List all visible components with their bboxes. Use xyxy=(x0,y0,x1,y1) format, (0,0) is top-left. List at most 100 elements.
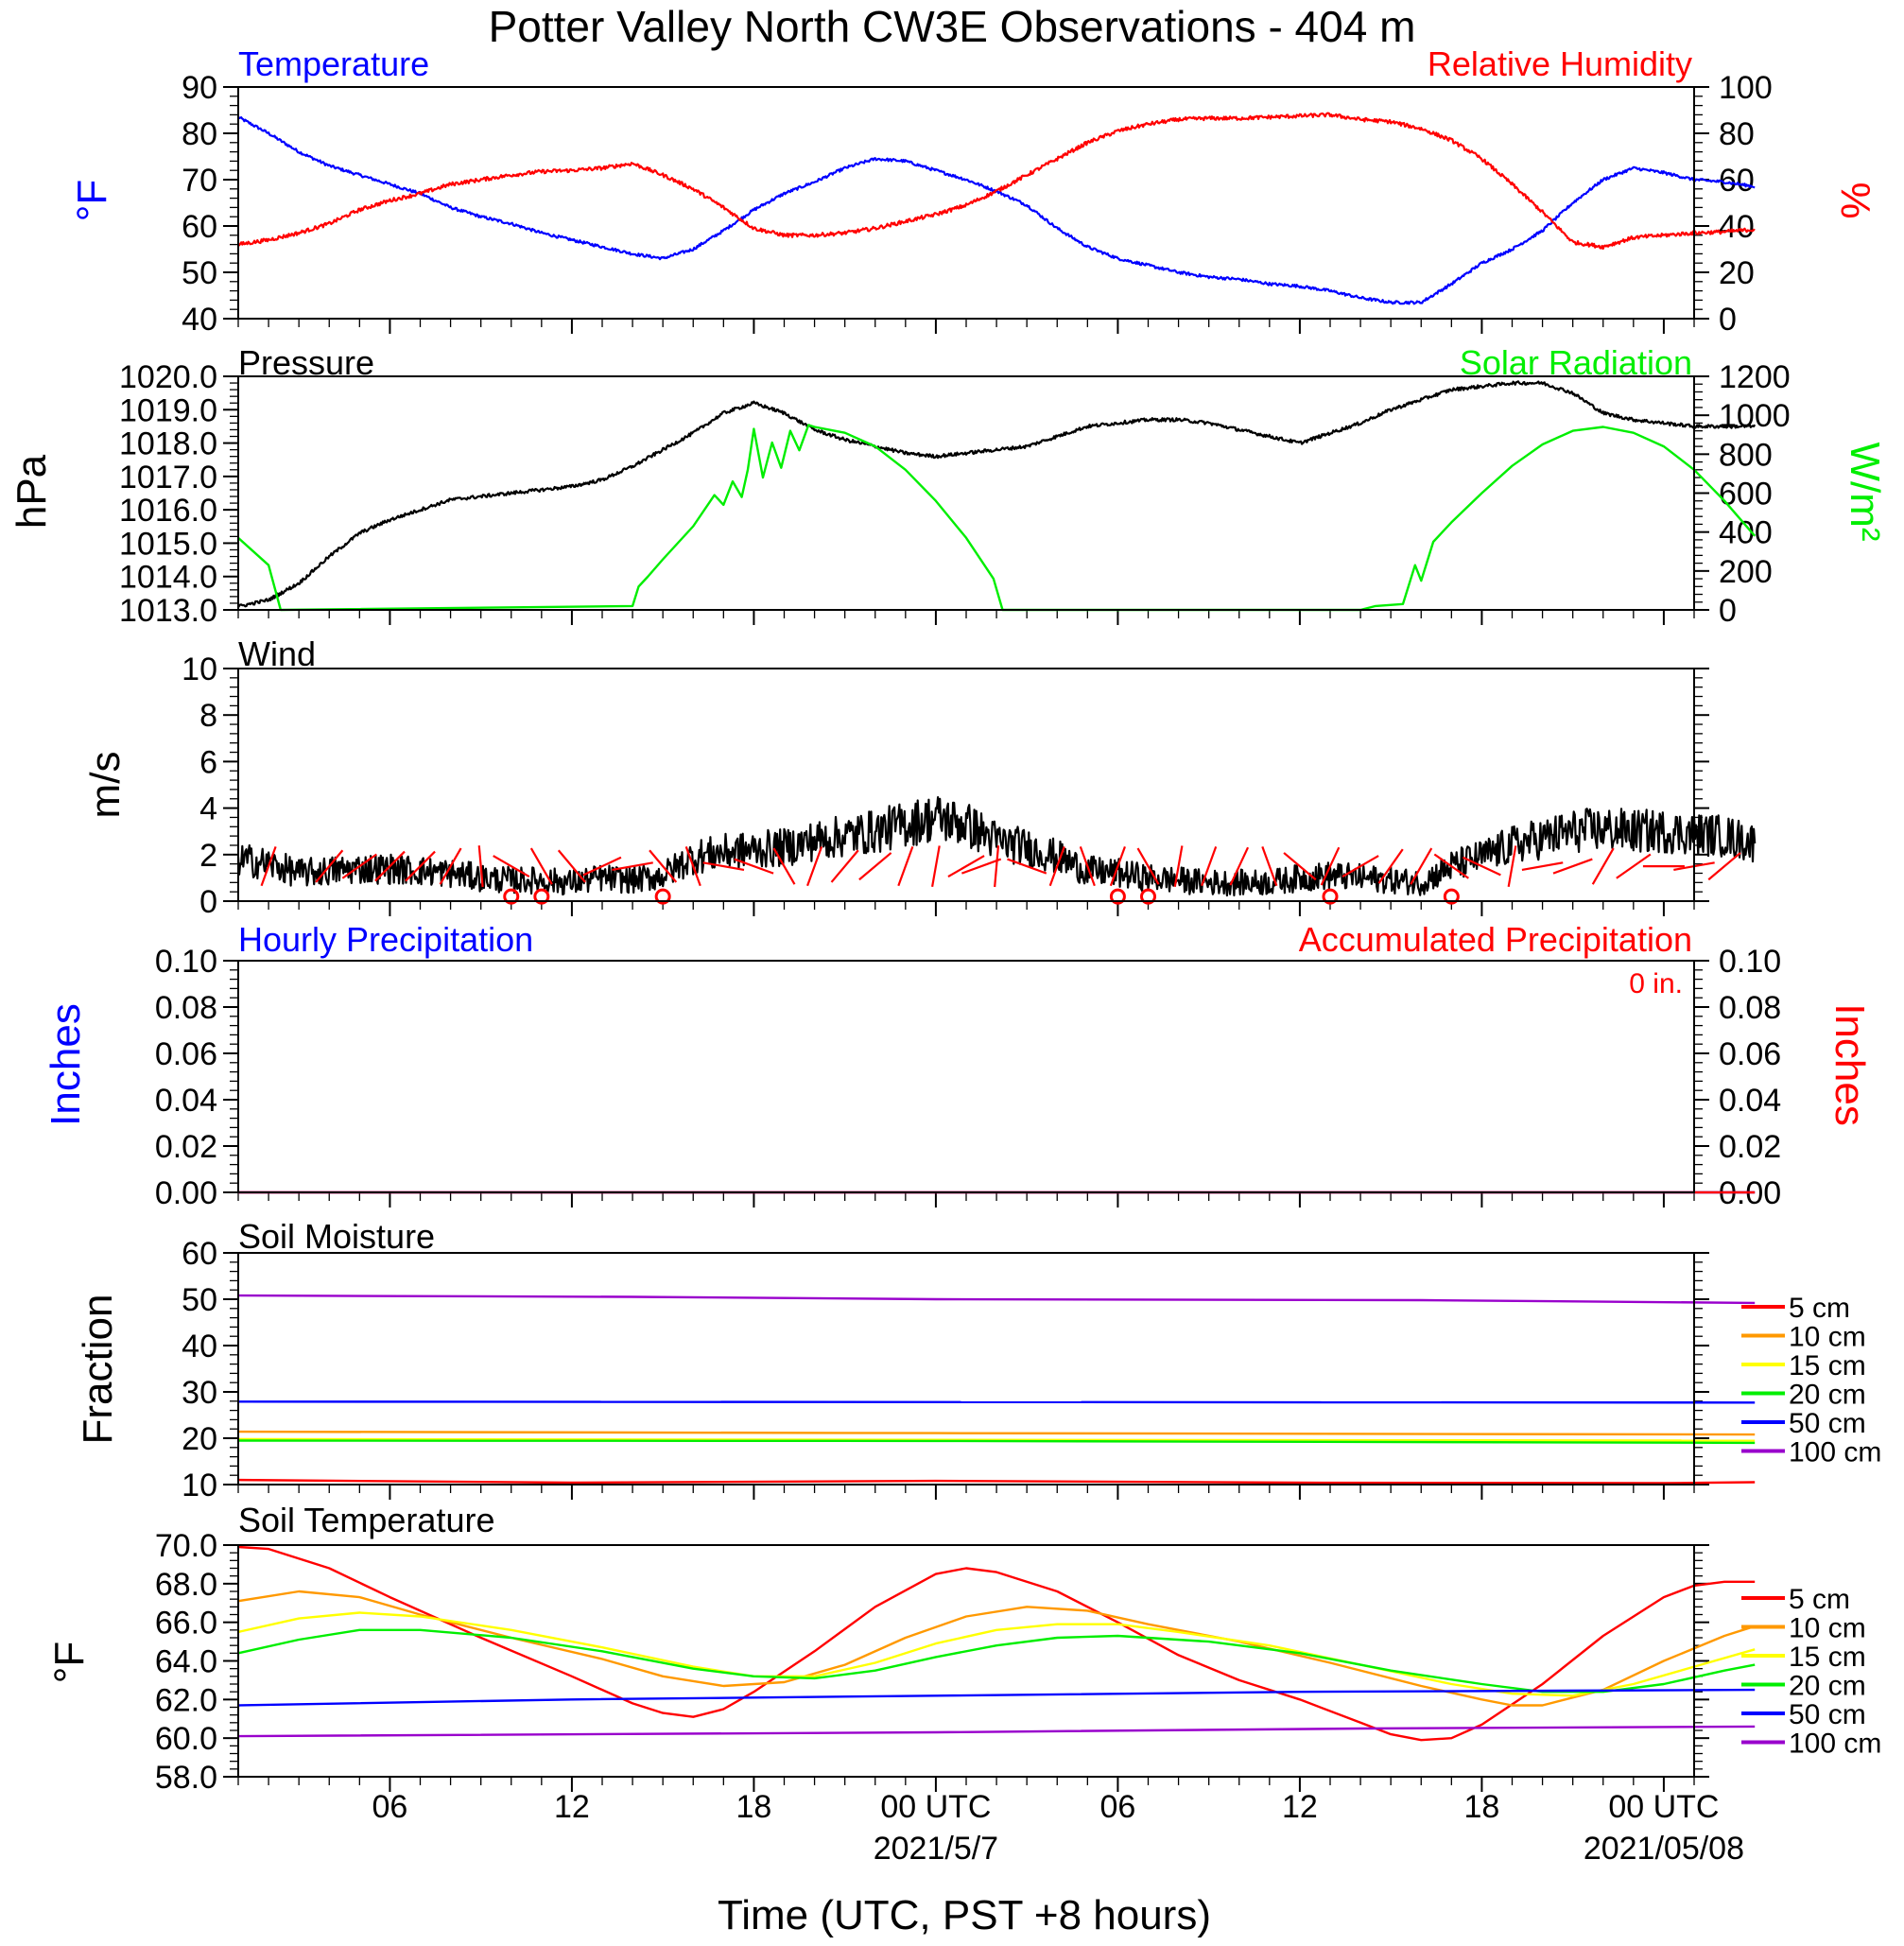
solar-axis-label: W/m² xyxy=(1842,442,1888,541)
wind-barb xyxy=(897,846,914,887)
left-tick-label: 0.08 xyxy=(155,990,217,1026)
wind-barb xyxy=(1552,858,1593,875)
wind-barb xyxy=(1048,846,1065,887)
wind-barb xyxy=(493,855,530,878)
left-tick-label: 1019.0 xyxy=(119,392,217,428)
wind-barb xyxy=(477,845,484,888)
series-line xyxy=(237,424,1757,612)
left-tick-label: 58.0 xyxy=(155,1760,217,1796)
left-tick-label: 0 xyxy=(199,884,217,920)
hourly-precip-axis-label: Inches xyxy=(43,1003,89,1126)
wind-barb xyxy=(734,858,774,875)
left-tick-label: 62.0 xyxy=(155,1682,217,1718)
right-tick-label: 40 xyxy=(1719,209,1755,245)
wind-barb xyxy=(1377,848,1404,884)
left-tick-label: 0.04 xyxy=(155,1083,217,1119)
panel-soil-moisture: Soil Moisture Fraction 10 20 30 40 50 60 5 cm… xyxy=(75,1217,1881,1503)
left-tick-label: 50 xyxy=(182,255,217,291)
panel-4-grid: 0.000.020.040.060.080.100.000.020.040.06… xyxy=(155,944,1781,1211)
x-axis-title: Time (UTC, PST +8 hours) xyxy=(718,1892,1211,1938)
panel-soil-temperature: Soil Temperature °F 58.060.062.064.066.0… xyxy=(46,1501,1881,1796)
panel-1-plot xyxy=(237,112,1756,305)
wind-barb xyxy=(582,856,622,877)
humidity-axis-label: % xyxy=(1832,182,1878,218)
figure-title: Potter Valley North CW3E Observations - … xyxy=(489,2,1416,51)
accumulated-precip-title: Accumulated Precipitation xyxy=(1299,920,1692,959)
wind-barb xyxy=(1616,853,1652,879)
panel-3-frame xyxy=(237,668,1695,902)
left-tick-label: 60 xyxy=(182,209,217,245)
soil-moisture-title: Soil Moisture xyxy=(238,1217,435,1256)
wind-barb xyxy=(260,846,277,887)
right-tick-label: 1000 xyxy=(1719,398,1791,434)
temperature-title: Temperature xyxy=(238,44,429,83)
humidity-title: Relative Humidity xyxy=(1428,44,1692,83)
time-tick-label: 00 UTC xyxy=(1608,1789,1719,1825)
legend-label: 20 cm xyxy=(1789,1380,1866,1411)
calm-marker xyxy=(1322,888,1339,905)
wind-barb xyxy=(315,849,344,883)
left-tick-label: 6 xyxy=(199,744,217,780)
panel-3-grid: 0 2 4 6 8 10 xyxy=(182,652,1709,920)
left-tick-label: 20 xyxy=(182,1421,217,1457)
panel-5-frame xyxy=(237,1252,1695,1486)
wind-barb xyxy=(557,849,586,883)
right-tick-label: 200 xyxy=(1719,554,1773,590)
left-tick-label: 70 xyxy=(182,163,217,199)
wind-barb xyxy=(1463,856,1501,877)
time-tick-label: 06 xyxy=(1100,1789,1136,1825)
left-tick-label: 4 xyxy=(199,791,217,827)
left-tick-label: 30 xyxy=(182,1375,217,1411)
series-line xyxy=(237,1688,1756,1707)
right-tick-label: 0.08 xyxy=(1719,990,1781,1026)
panel-precipitation: Hourly Precipitation Accumulated Precipi… xyxy=(43,920,1873,1211)
series-line xyxy=(237,112,1756,251)
hourly-precip-title: Hourly Precipitation xyxy=(238,920,533,959)
series-line xyxy=(237,380,1757,608)
time-tick-label: 06 xyxy=(372,1789,408,1825)
wind-axis-label: m/s xyxy=(82,752,129,819)
right-tick-label: 400 xyxy=(1719,515,1773,551)
left-tick-label: 70.0 xyxy=(155,1528,217,1564)
time-tick-label: 18 xyxy=(736,1789,772,1825)
accumulated-precip-total: 0 in. xyxy=(1629,968,1683,999)
legend-label: 10 cm xyxy=(1789,1322,1866,1353)
panel-2-grid: 1013.01014.01015.01016.01017.01018.01019… xyxy=(119,359,1791,629)
x-axis-labels: 06 12 18 00 UTC 2021/5/7 06 12 18 00 UTC 2021/05/… xyxy=(372,1789,1744,1867)
time-tick-label: 18 xyxy=(1464,1789,1500,1825)
wind-barb xyxy=(830,849,859,883)
pressure-axis-label: hPa xyxy=(9,454,55,529)
left-tick-label: 1015.0 xyxy=(119,526,217,562)
wind-barb xyxy=(649,849,678,883)
wind-title: Wind xyxy=(238,634,316,673)
wind-barb xyxy=(612,861,653,872)
wind-barb xyxy=(439,847,462,885)
left-tick-label: 60 xyxy=(182,1236,217,1272)
left-tick-label: 0.02 xyxy=(155,1129,217,1165)
soil-temperature-title: Soil Temperature xyxy=(238,1501,494,1539)
series-line xyxy=(237,1437,1756,1442)
left-tick-label: 1016.0 xyxy=(119,493,217,529)
left-tick-label: 10 xyxy=(182,652,217,687)
time-tick-label: 12 xyxy=(554,1789,590,1825)
left-tick-label: 50 xyxy=(182,1282,217,1318)
series-line xyxy=(237,1430,1756,1436)
wind-barb xyxy=(858,852,892,881)
wind-barb xyxy=(1341,855,1379,878)
calm-marker xyxy=(1109,888,1126,905)
panel-temperature-humidity: Temperature Relative Humidity °F % 40 50 6… xyxy=(69,44,1878,338)
panel-wind: Wind m/s 0 2 4 6 8 10 xyxy=(82,634,1757,920)
left-tick-label: 0.06 xyxy=(155,1036,217,1072)
date-label: 2021/05/08 xyxy=(1584,1831,1744,1867)
time-tick-label: 12 xyxy=(1282,1789,1318,1825)
series-line xyxy=(237,1628,1756,1694)
wind-barb xyxy=(1507,845,1517,887)
wind-barb xyxy=(1261,846,1278,887)
legend-label: 100 cm xyxy=(1789,1437,1881,1468)
calm-marker xyxy=(503,888,520,905)
wind-barb xyxy=(1320,846,1341,886)
legend-label: 100 cm xyxy=(1789,1729,1881,1760)
left-tick-label: 68.0 xyxy=(155,1567,217,1603)
panel-6-plot xyxy=(237,1545,1756,1742)
